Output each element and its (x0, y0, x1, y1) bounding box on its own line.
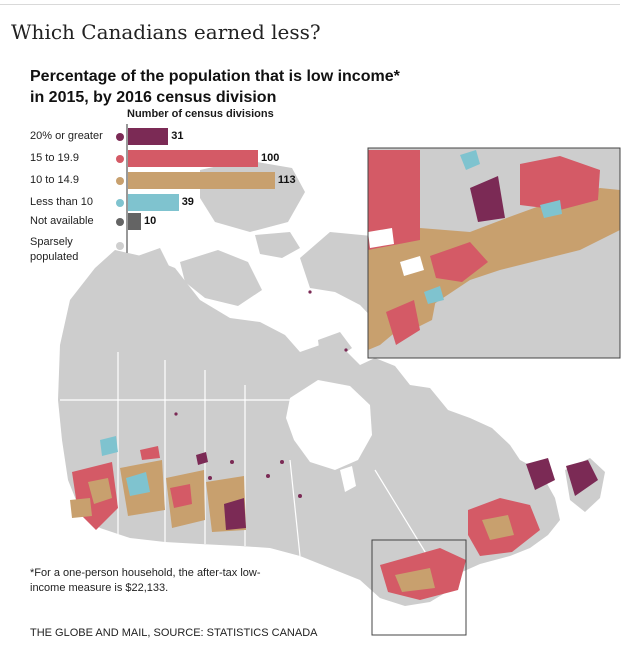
legend-count: 100 (261, 152, 279, 164)
ellesmere-island (200, 160, 305, 232)
source-credit: THE GLOBE AND MAIL, SOURCE: STATISTICS C… (30, 627, 317, 639)
legend-label: 10 to 14.9 (30, 174, 79, 186)
legend-label: Less than 10 (30, 196, 93, 208)
legend-header: Number of census divisions (127, 108, 274, 120)
legend-swatch (116, 177, 124, 185)
legend-bar (128, 194, 179, 211)
legend-count: 39 (182, 196, 194, 208)
legend-swatch (116, 199, 124, 207)
legend-bar (128, 172, 275, 189)
legend-label: Sparsely populated (30, 235, 96, 265)
footnote: *For a one-person household, the after-t… (30, 566, 290, 596)
legend-count: 10 (144, 215, 156, 227)
legend-swatch (116, 133, 124, 141)
legend-label: 15 to 19.9 (30, 152, 79, 164)
legend-label: 20% or greater (30, 130, 103, 142)
legend-count: 113 (278, 174, 296, 186)
legend-bar (128, 128, 168, 145)
legend-bar (128, 213, 141, 230)
legend-label: Not available (30, 215, 94, 227)
legend-swatch (116, 155, 124, 163)
devon-island (255, 232, 300, 258)
legend-swatch (116, 218, 124, 226)
legend-swatch (116, 242, 124, 250)
inset-panel (368, 148, 620, 358)
legend-bar (128, 150, 258, 167)
legend-count: 31 (171, 130, 183, 142)
